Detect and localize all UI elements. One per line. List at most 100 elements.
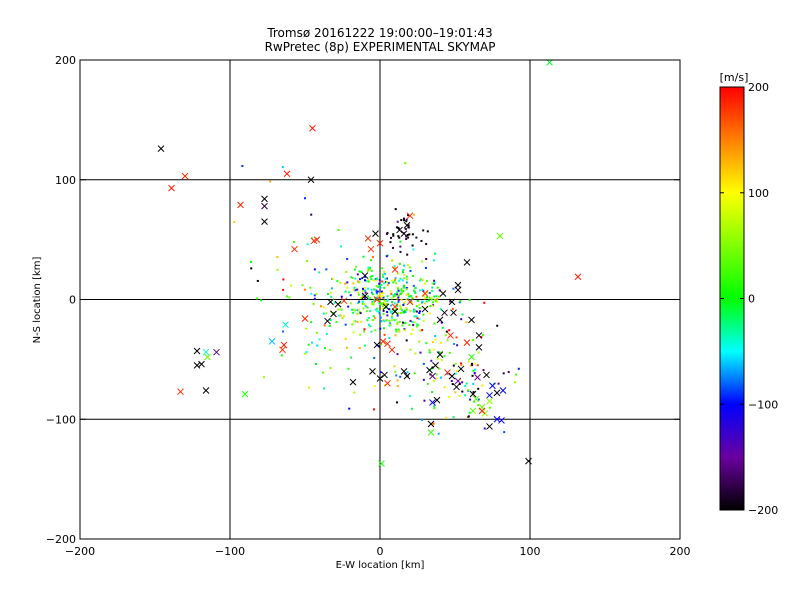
scatter-dot xyxy=(426,291,429,294)
scatter-dot xyxy=(323,347,326,350)
scatter-dot xyxy=(337,308,340,311)
scatter-point xyxy=(429,399,436,406)
scatter-dot xyxy=(408,266,411,269)
scatter-dot xyxy=(381,295,384,298)
scatter-point xyxy=(426,366,433,374)
scatter-point xyxy=(421,305,429,313)
scatter-dot xyxy=(391,246,394,249)
scatter-dot xyxy=(408,295,411,298)
scatter-point xyxy=(468,316,475,324)
scatter-dot xyxy=(322,371,325,374)
scatter-dot xyxy=(374,308,377,311)
scatter-dot xyxy=(386,300,389,303)
scatter-dot xyxy=(356,321,359,324)
scatter-point xyxy=(307,176,315,184)
scatter-dot xyxy=(309,286,312,289)
scatter-point xyxy=(448,298,456,306)
scatter-dot xyxy=(376,277,379,280)
scatter-dot xyxy=(366,306,369,309)
scatter-dot xyxy=(410,301,413,304)
scatter-dot xyxy=(390,292,393,295)
scatter-point xyxy=(391,266,399,273)
scatter-dot xyxy=(411,328,414,331)
scatter-dot xyxy=(435,373,438,376)
scatter-point xyxy=(261,218,268,226)
scatter-dot xyxy=(256,297,259,300)
scatter-point xyxy=(373,296,381,303)
scatter-dot xyxy=(371,275,374,278)
scatter-dot xyxy=(387,281,390,284)
scatter-dot xyxy=(412,309,415,312)
scatter-dot xyxy=(378,310,381,313)
scatter-dot xyxy=(397,299,400,302)
scatter-point xyxy=(373,341,381,349)
scatter-dot xyxy=(393,293,396,296)
scatter-dot xyxy=(369,275,372,278)
scatter-dot xyxy=(398,262,401,265)
scatter-dot xyxy=(352,311,355,314)
scatter-dot xyxy=(436,357,439,360)
scatter-dot xyxy=(444,334,447,337)
scatter-dot xyxy=(399,375,402,378)
scatter-dot xyxy=(398,330,401,333)
scatter-dot xyxy=(391,300,394,303)
scatter-dot xyxy=(380,283,383,286)
scatter-dot xyxy=(415,310,418,313)
scatter-dot xyxy=(322,312,325,315)
scatter-dot xyxy=(418,311,421,314)
scatter-dot xyxy=(428,292,431,295)
scatter-dot xyxy=(315,362,318,365)
scatter-dot xyxy=(455,336,458,339)
scatter-dot xyxy=(379,327,382,330)
scatter-dot xyxy=(313,294,316,297)
scatter-dot xyxy=(379,286,382,289)
scatter-dot xyxy=(414,310,417,313)
scatter-dot xyxy=(386,298,389,301)
scatter-dot xyxy=(400,298,403,301)
scatter-dot xyxy=(361,295,364,298)
scatter-dot xyxy=(472,391,475,394)
scatter-dot xyxy=(411,274,414,277)
scatter-point xyxy=(433,396,441,404)
colorbar-tick-label: −100 xyxy=(748,398,778,411)
scatter-dot xyxy=(347,305,350,308)
scatter-dot xyxy=(386,311,389,314)
scatter-dot xyxy=(361,289,364,292)
scatter-dot xyxy=(513,381,516,384)
scatter-point xyxy=(361,272,369,279)
scatter-point xyxy=(391,308,399,315)
scatter-dot xyxy=(443,386,446,389)
scatter-point xyxy=(372,230,379,237)
scatter-dot xyxy=(394,277,397,280)
scatter-dot xyxy=(393,302,396,305)
scatter-dot xyxy=(363,328,366,331)
colorbar-label: [m/s] xyxy=(720,71,749,84)
scatter-dot xyxy=(414,287,417,290)
scatter-dot xyxy=(400,219,403,222)
scatter-dot xyxy=(400,311,403,314)
scatter-dot xyxy=(471,374,474,377)
scatter-dot xyxy=(454,391,457,394)
scatter-dot xyxy=(367,278,370,281)
scatter-dot xyxy=(352,282,355,285)
scatter-dot xyxy=(446,339,449,342)
scatter-dot xyxy=(402,271,405,274)
scatter-point xyxy=(486,423,493,430)
scatter-dot xyxy=(423,302,426,305)
scatter-point xyxy=(177,388,184,396)
scatter-dot xyxy=(256,279,259,282)
scatter-dot xyxy=(413,315,416,318)
scatter-dot xyxy=(385,281,388,284)
scatter-point xyxy=(574,273,582,281)
scatter-dot xyxy=(436,300,439,303)
scatter-dot xyxy=(397,289,400,292)
scatter-dot xyxy=(385,255,388,258)
scatter-dot xyxy=(368,268,371,271)
scatter-dot xyxy=(483,427,486,430)
scatter-dot xyxy=(358,300,361,303)
scatter-point xyxy=(499,387,507,394)
scatter-dot xyxy=(354,309,357,312)
scatter-dot xyxy=(335,320,338,323)
scatter-point xyxy=(279,346,286,354)
scatter-dot xyxy=(411,244,414,247)
